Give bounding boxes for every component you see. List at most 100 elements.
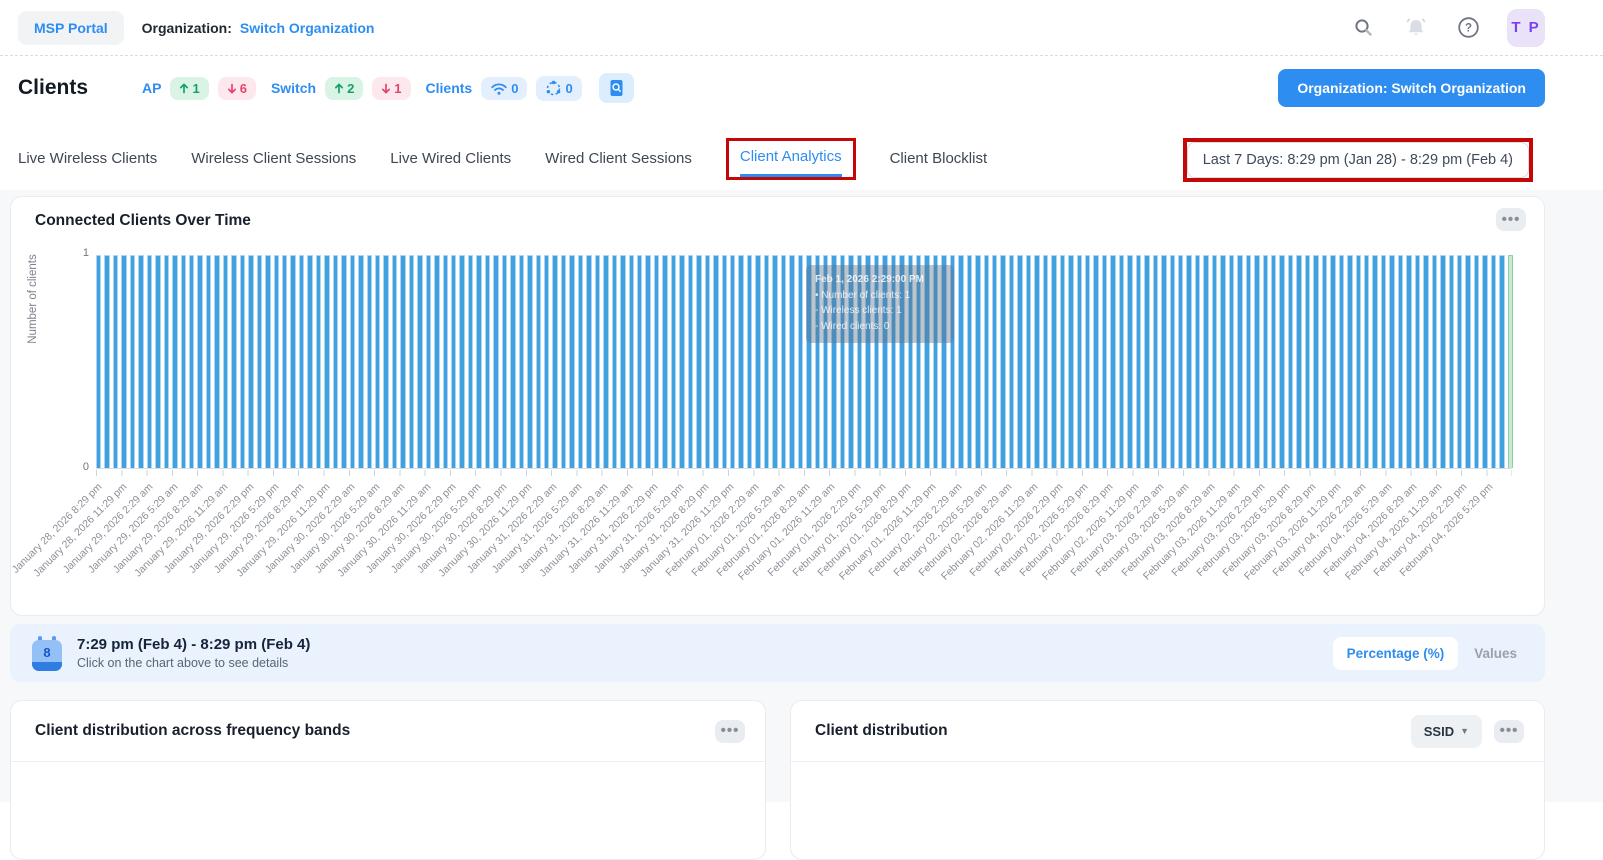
chart-bar[interactable] [687, 255, 694, 468]
chart-bar[interactable] [307, 255, 313, 468]
chart-bar[interactable] [603, 255, 609, 468]
mesh-clients-badge[interactable]: 0 [536, 75, 582, 101]
chart-bar[interactable] [1313, 255, 1319, 468]
chart-bar[interactable] [341, 255, 347, 468]
chart-bar[interactable] [670, 255, 677, 468]
chart-bar[interactable] [1051, 255, 1057, 468]
organization-link[interactable]: Switch Organization [239, 19, 375, 36]
date-range-selector[interactable]: Last 7 Days: 8:29 pm (Jan 28) - 8:29 pm … [1186, 142, 1529, 178]
chart-bar[interactable] [1186, 255, 1192, 468]
chart-bar[interactable] [172, 255, 178, 468]
chart-bar[interactable] [1203, 255, 1209, 468]
chart-bar[interactable] [290, 255, 296, 468]
chart-bar[interactable] [358, 255, 364, 468]
chart-bar[interactable] [653, 255, 660, 468]
tab-live-wireless-clients[interactable]: Live Wireless Clients [18, 150, 158, 167]
chart-bar[interactable] [1178, 255, 1184, 468]
chart-bar[interactable] [1347, 255, 1353, 468]
chart-bar[interactable] [1194, 255, 1201, 468]
search-icon[interactable] [1351, 15, 1377, 41]
chart-bar[interactable] [856, 255, 863, 468]
chart-bar[interactable] [848, 255, 854, 468]
chart-bar[interactable] [1262, 255, 1268, 468]
chart-bar[interactable] [1473, 255, 1480, 468]
chart-bar[interactable] [281, 255, 288, 468]
client-report-button[interactable] [598, 73, 634, 103]
chart-bar[interactable] [1008, 255, 1015, 468]
chart-bar[interactable] [315, 255, 322, 468]
chart-bar[interactable] [484, 255, 491, 468]
chart-bar[interactable] [1068, 255, 1074, 468]
chart-bar[interactable] [349, 255, 356, 468]
chart-bar[interactable] [518, 255, 525, 468]
chart-bar[interactable] [1279, 255, 1285, 468]
chart-bar[interactable] [1270, 255, 1277, 468]
chart-bar[interactable] [1423, 255, 1429, 468]
percentage-toggle-button[interactable]: Percentage (%) [1332, 636, 1459, 670]
chart-bar[interactable] [188, 255, 195, 468]
chart-bar[interactable] [560, 255, 567, 468]
chart-bar[interactable] [197, 255, 203, 468]
chart-bar[interactable] [493, 255, 499, 468]
tab-wired-client-sessions[interactable]: Wired Client Sessions [545, 150, 692, 167]
switch-up-badge[interactable]: 2 [325, 76, 364, 100]
chart-bar[interactable] [865, 255, 871, 468]
chart-bar[interactable] [1237, 255, 1243, 468]
chart-bar[interactable] [907, 255, 913, 468]
chart-bar[interactable] [129, 255, 136, 468]
chart-bar[interactable] [501, 255, 508, 468]
wireless-clients-badge[interactable]: 0 [481, 76, 528, 100]
chart-bar[interactable] [408, 255, 415, 468]
chart-bar[interactable] [1017, 255, 1023, 468]
chart-bar[interactable] [535, 255, 542, 468]
chart-bar[interactable] [1363, 255, 1370, 468]
chart-bar[interactable] [391, 255, 398, 468]
chart-bar[interactable] [1338, 255, 1345, 468]
chart-bar[interactable] [729, 255, 736, 468]
chart-bar[interactable] [679, 255, 685, 468]
chart-bar[interactable] [637, 255, 643, 468]
chart-bar[interactable] [949, 255, 956, 468]
chart-bar[interactable] [298, 255, 305, 468]
values-toggle-button[interactable]: Values [1474, 645, 1517, 661]
chart-bar[interactable] [1254, 255, 1260, 468]
chart-bar[interactable] [1482, 255, 1488, 468]
chart-bar[interactable] [332, 255, 339, 468]
ssid-dropdown[interactable]: SSID ▼ [1410, 714, 1482, 748]
chart-bar[interactable] [1456, 255, 1463, 468]
chart-bar[interactable] [1465, 255, 1471, 468]
chart-bar[interactable] [527, 255, 533, 468]
chart-bar[interactable] [696, 255, 702, 468]
chart-bar[interactable] [1406, 255, 1412, 468]
chart-plot-area[interactable] [96, 255, 1514, 469]
chart-bar[interactable] [1490, 255, 1497, 468]
chart-bar[interactable] [374, 255, 381, 468]
chart-bar[interactable] [1135, 255, 1142, 468]
chart-bar[interactable] [594, 255, 601, 468]
chart-bar[interactable] [163, 255, 170, 468]
chart-bar[interactable] [814, 255, 820, 468]
chart-bar[interactable] [138, 255, 144, 468]
chart-bar[interactable] [214, 255, 220, 468]
chart-bar[interactable] [992, 255, 998, 468]
chart-bar[interactable] [1211, 255, 1218, 468]
chart-bar[interactable] [1431, 255, 1438, 468]
chart-bar[interactable] [552, 255, 558, 468]
chart-bar[interactable] [256, 255, 263, 468]
chart-bar[interactable] [873, 255, 880, 468]
chart-bar[interactable] [966, 255, 973, 468]
chart-menu-icon[interactable]: ••• [1496, 208, 1526, 231]
chart-bar[interactable] [400, 255, 406, 468]
organization-switch-button[interactable]: Organization: Switch Organization [1278, 69, 1545, 107]
chart-bar[interactable] [451, 255, 457, 468]
chart-bar[interactable] [755, 255, 761, 468]
chart-bar[interactable] [1169, 255, 1175, 468]
chart-bar[interactable] [1059, 255, 1066, 468]
chart-bar[interactable] [763, 255, 770, 468]
chart-bar[interactable] [746, 255, 753, 468]
chart-bar[interactable] [1499, 255, 1505, 468]
chart-bar[interactable] [738, 255, 744, 468]
help-icon[interactable]: ? [1455, 15, 1481, 41]
chart-bar[interactable] [1330, 255, 1336, 468]
chart-bar[interactable] [146, 255, 153, 468]
